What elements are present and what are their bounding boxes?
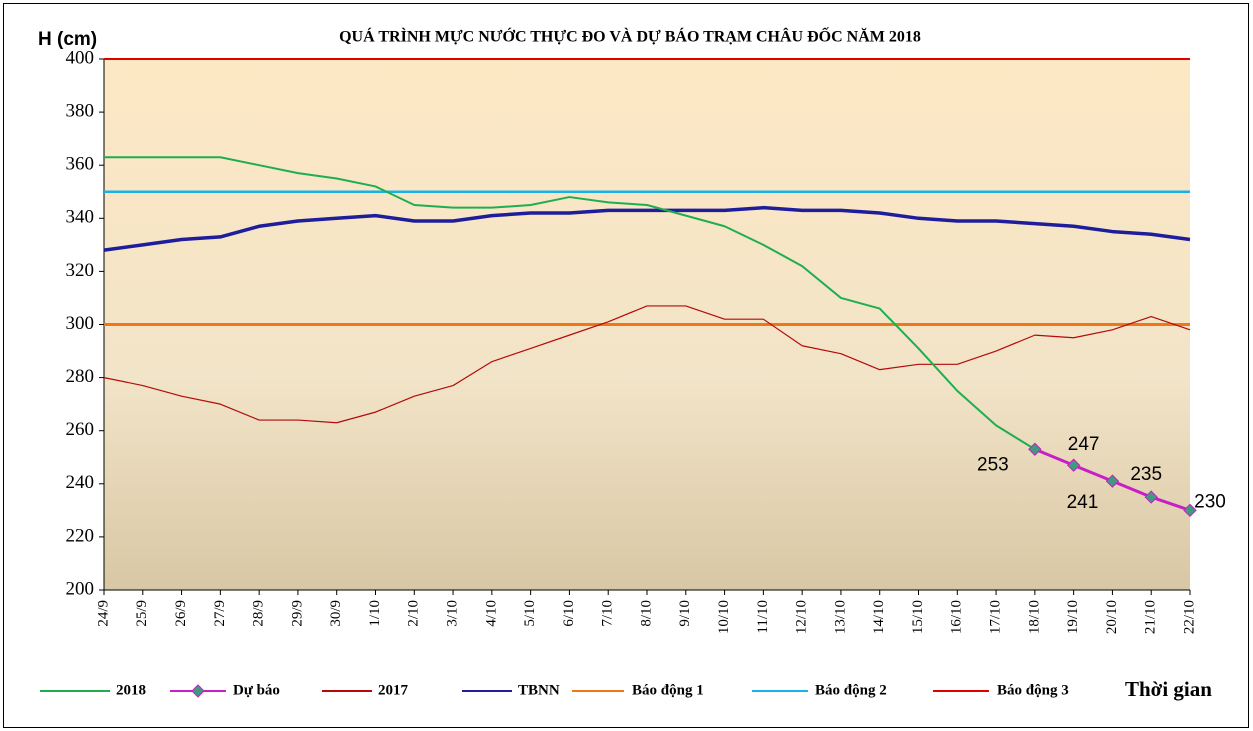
marker	[1028, 442, 1042, 456]
x-tick-label: 3/10	[445, 600, 461, 627]
marker	[1066, 458, 1081, 472]
x-tick-label: 26/9	[173, 600, 189, 627]
x-tick-label: 27/9	[212, 600, 228, 627]
legend-label: Dự báo	[233, 682, 280, 698]
data-label: 235	[1130, 464, 1162, 485]
x-tick-label: 19/10	[1065, 600, 1081, 634]
series-line	[104, 156, 1036, 451]
x-axis-title: Thời gian	[1125, 677, 1212, 701]
x-tick-label: 13/10	[832, 600, 848, 634]
marker	[1144, 490, 1158, 504]
x-tick-label: 4/10	[483, 600, 499, 627]
series-line	[103, 305, 1191, 424]
x-tick-label: 18/10	[1026, 600, 1042, 634]
legend-label: 2018	[116, 682, 146, 698]
x-tick-label: 8/10	[638, 600, 654, 627]
y-tick-label: 320	[66, 260, 95, 281]
y-tick-label: 200	[66, 578, 95, 599]
x-tick-label: 11/10	[755, 600, 771, 634]
x-tick-label: 16/10	[949, 600, 965, 634]
chart-title: QUÁ TRÌNH MỰC NƯỚC THỰC ĐO VÀ DỰ BÁO TRẠ…	[339, 26, 921, 46]
data-label: 247	[1068, 434, 1100, 455]
legend-marker	[191, 684, 205, 698]
y-tick-label: 220	[66, 525, 95, 546]
series-line	[103, 205, 1191, 252]
marker	[1105, 474, 1120, 488]
y-tick-label: 340	[66, 207, 95, 228]
x-tick-label: 17/10	[988, 600, 1004, 634]
y-tick-label: 260	[66, 419, 95, 440]
x-tick-label: 25/9	[134, 600, 150, 627]
marker	[1183, 503, 1197, 518]
x-tick-label: 14/10	[871, 600, 887, 634]
x-tick-label: 22/10	[1181, 600, 1197, 634]
x-tick-label: 20/10	[1104, 600, 1120, 634]
x-tick-label: 15/10	[910, 600, 926, 634]
x-tick-label: 21/10	[1143, 600, 1159, 634]
x-tick-label: 2/10	[406, 600, 422, 627]
y-tick-label: 380	[66, 100, 95, 121]
y-tick-label: 300	[66, 313, 95, 334]
data-label: 241	[1067, 492, 1099, 513]
legend-label: Báo động 3	[997, 682, 1069, 698]
y-tick-label: 280	[66, 366, 95, 387]
x-tick-label: 29/9	[289, 600, 305, 627]
legend-label: Báo động 1	[632, 682, 704, 698]
data-label: 253	[977, 454, 1009, 475]
x-tick-label: 10/10	[716, 600, 732, 634]
y-tick-label: 360	[66, 154, 95, 175]
y-tick-label: 400	[66, 47, 95, 68]
data-label: 230	[1194, 491, 1226, 512]
x-tick-label: 28/9	[251, 600, 267, 627]
x-tick-label: 1/10	[367, 600, 383, 627]
x-tick-label: 12/10	[794, 600, 810, 634]
x-tick-label: 9/10	[677, 600, 693, 627]
legend-label: TBNN	[518, 682, 560, 698]
legend-label: 2017	[378, 682, 409, 698]
y-tick-label: 240	[66, 472, 95, 493]
legend-label: Báo động 2	[815, 682, 887, 698]
x-tick-label: 5/10	[522, 600, 538, 627]
y-axis-title: H (cm)	[38, 29, 97, 50]
x-tick-label: 24/9	[95, 600, 111, 627]
x-tick-label: 6/10	[561, 600, 577, 627]
x-tick-label: 7/10	[600, 600, 616, 627]
x-tick-label: 30/9	[328, 600, 344, 627]
